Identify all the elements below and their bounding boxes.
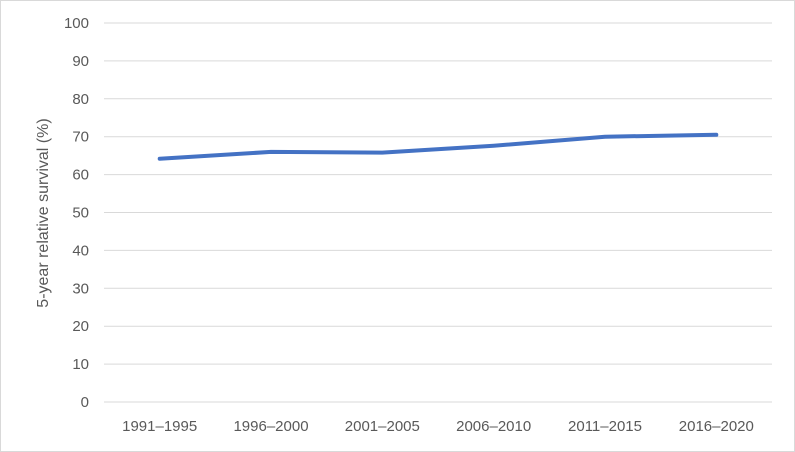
y-tick-label: 50 [72, 205, 89, 222]
y-tick-label: 30 [72, 280, 89, 297]
y-tick-label: 10 [72, 356, 89, 373]
y-tick-label: 60 [72, 167, 89, 184]
y-tick-label: 40 [72, 242, 89, 259]
series-lines [157, 132, 719, 161]
x-tick-label: 2011–2015 [568, 418, 642, 435]
series-line-0 [157, 132, 719, 161]
x-tick-label: 2001–2005 [345, 418, 420, 435]
y-tick-labels: 0 10 20 30 40 50 60 70 80 90 100 [64, 15, 89, 411]
gridlines [104, 22, 772, 403]
y-tick-label: 0 [81, 394, 89, 411]
y-tick-label: 100 [64, 15, 89, 32]
y-axis-title: 5-year relative survival (%) [35, 118, 52, 307]
x-tick-label: 1991–1995 [122, 418, 197, 435]
y-tick-label: 20 [72, 318, 89, 335]
x-tick-label: 2006–2010 [456, 418, 531, 435]
x-tick-label: 1996–2000 [233, 418, 308, 435]
x-tick-labels: 1991–1995 1996–2000 2001–2005 2006–2010 2011… [122, 418, 754, 435]
y-tick-label: 80 [72, 91, 89, 108]
y-tick-label: 90 [72, 53, 89, 70]
x-tick-label: 2016–2020 [679, 418, 754, 435]
y-tick-label: 70 [72, 129, 89, 146]
